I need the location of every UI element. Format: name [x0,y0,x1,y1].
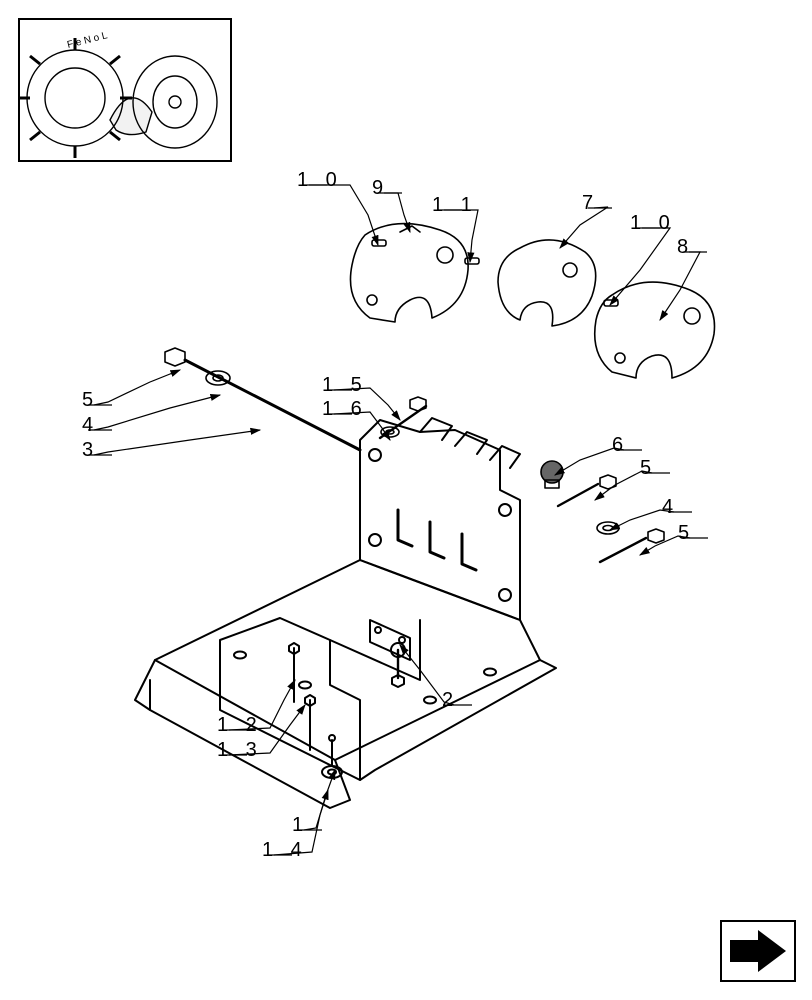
leader-c10a [309,185,378,245]
next-page-arrow-box[interactable] [720,920,796,982]
callout-num-c9: 9 [372,177,389,200]
callout-num-c14: 1 4 [262,839,308,862]
knob-6 [541,461,563,488]
leader-c5a [94,370,180,405]
callout-num-c1: 1 [292,814,309,837]
leader-c11 [444,210,478,262]
callout-num-c5b: 5 [640,457,657,480]
callout-num-c10a: 1 0 [297,169,343,192]
callout-num-c7: 7 [582,192,599,215]
callout-num-c5a: 5 [82,389,99,412]
callout-num-c8: 8 [677,236,694,259]
callout-num-c13: 1 3 [217,739,263,762]
callout-num-c15: 1 5 [322,374,368,397]
callout-num-c3: 3 [82,439,99,462]
callout-num-c4a: 4 [82,414,99,437]
callout-num-c4b: 4 [662,496,679,519]
callout-num-c12: 1 2 [217,714,263,737]
hook-left [350,224,468,322]
callout-num-c2: 2 [442,689,459,712]
leader-c10b [610,228,670,305]
washer-right [597,522,619,534]
exploded-diagram [0,0,812,1000]
leader-c3 [94,430,260,455]
callout-num-c11: 1 1 [432,194,478,217]
callout-num-c5c: 5 [678,522,695,545]
arrow-icon [722,922,794,980]
callout-num-c16: 1 6 [322,398,368,421]
hook-right [595,282,715,378]
callout-num-c10b: 1 0 [630,212,676,235]
hook-middle [498,240,596,326]
page: F e N o L [0,0,812,1000]
main-bracket [135,418,556,808]
pin-10-left [372,240,386,246]
callout-num-c6: 6 [612,434,629,457]
